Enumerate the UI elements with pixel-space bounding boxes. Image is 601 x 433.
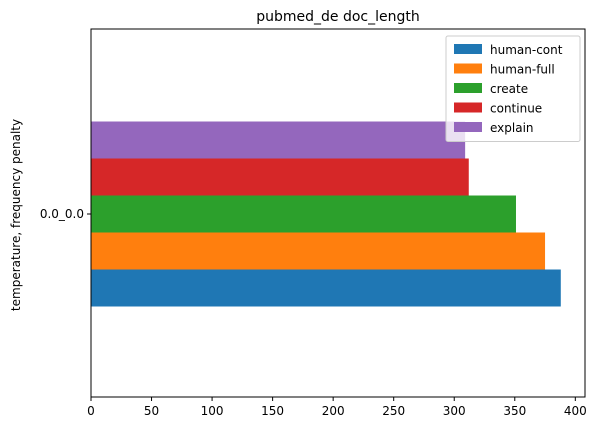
x-tick-label: 0 — [87, 404, 95, 418]
legend-label-explain: explain — [490, 121, 534, 135]
legend-swatch-human-full — [454, 63, 482, 74]
legend-swatch-human-cont — [454, 44, 482, 54]
bar-human-cont — [91, 269, 561, 307]
bar-human-full — [91, 232, 546, 270]
legend-swatch-create — [454, 83, 482, 93]
x-tick-label: 300 — [443, 404, 466, 418]
legend-swatch-explain — [454, 122, 482, 132]
legend-label-human-full: human-full — [490, 63, 555, 77]
plot-area-frame — [90, 28, 586, 398]
x-tick-label: 350 — [503, 404, 526, 418]
x-tick-label: 200 — [322, 404, 345, 418]
legend-label-continue: continue — [490, 102, 542, 116]
legend: human-cont human-full create continue explai… — [445, 35, 581, 142]
x-tick-label: 250 — [382, 404, 405, 418]
bar-explain — [91, 121, 466, 159]
y-axis-label: temperature, frequency penalty — [9, 119, 23, 311]
bar-continue — [91, 158, 469, 196]
legend-box — [445, 35, 581, 142]
x-axis-ticks: 0 50 100 150 200 250 300 350 400 — [87, 397, 587, 418]
legend-label-create: create — [490, 82, 528, 96]
legend-label-human-cont: human-cont — [490, 43, 563, 57]
bar-create — [91, 195, 516, 233]
x-tick-label: 150 — [261, 404, 284, 418]
x-tick-label: 50 — [144, 404, 159, 418]
x-tick-label: 400 — [564, 404, 587, 418]
x-tick-label: 100 — [201, 404, 224, 418]
y-axis-ticks: 0.0_0.0 — [40, 207, 91, 221]
chart-title: pubmed_de doc_length — [256, 9, 420, 25]
y-tick-label: 0.0_0.0 — [40, 207, 84, 221]
bar-group — [91, 121, 561, 307]
legend-swatch-continue — [454, 102, 482, 113]
